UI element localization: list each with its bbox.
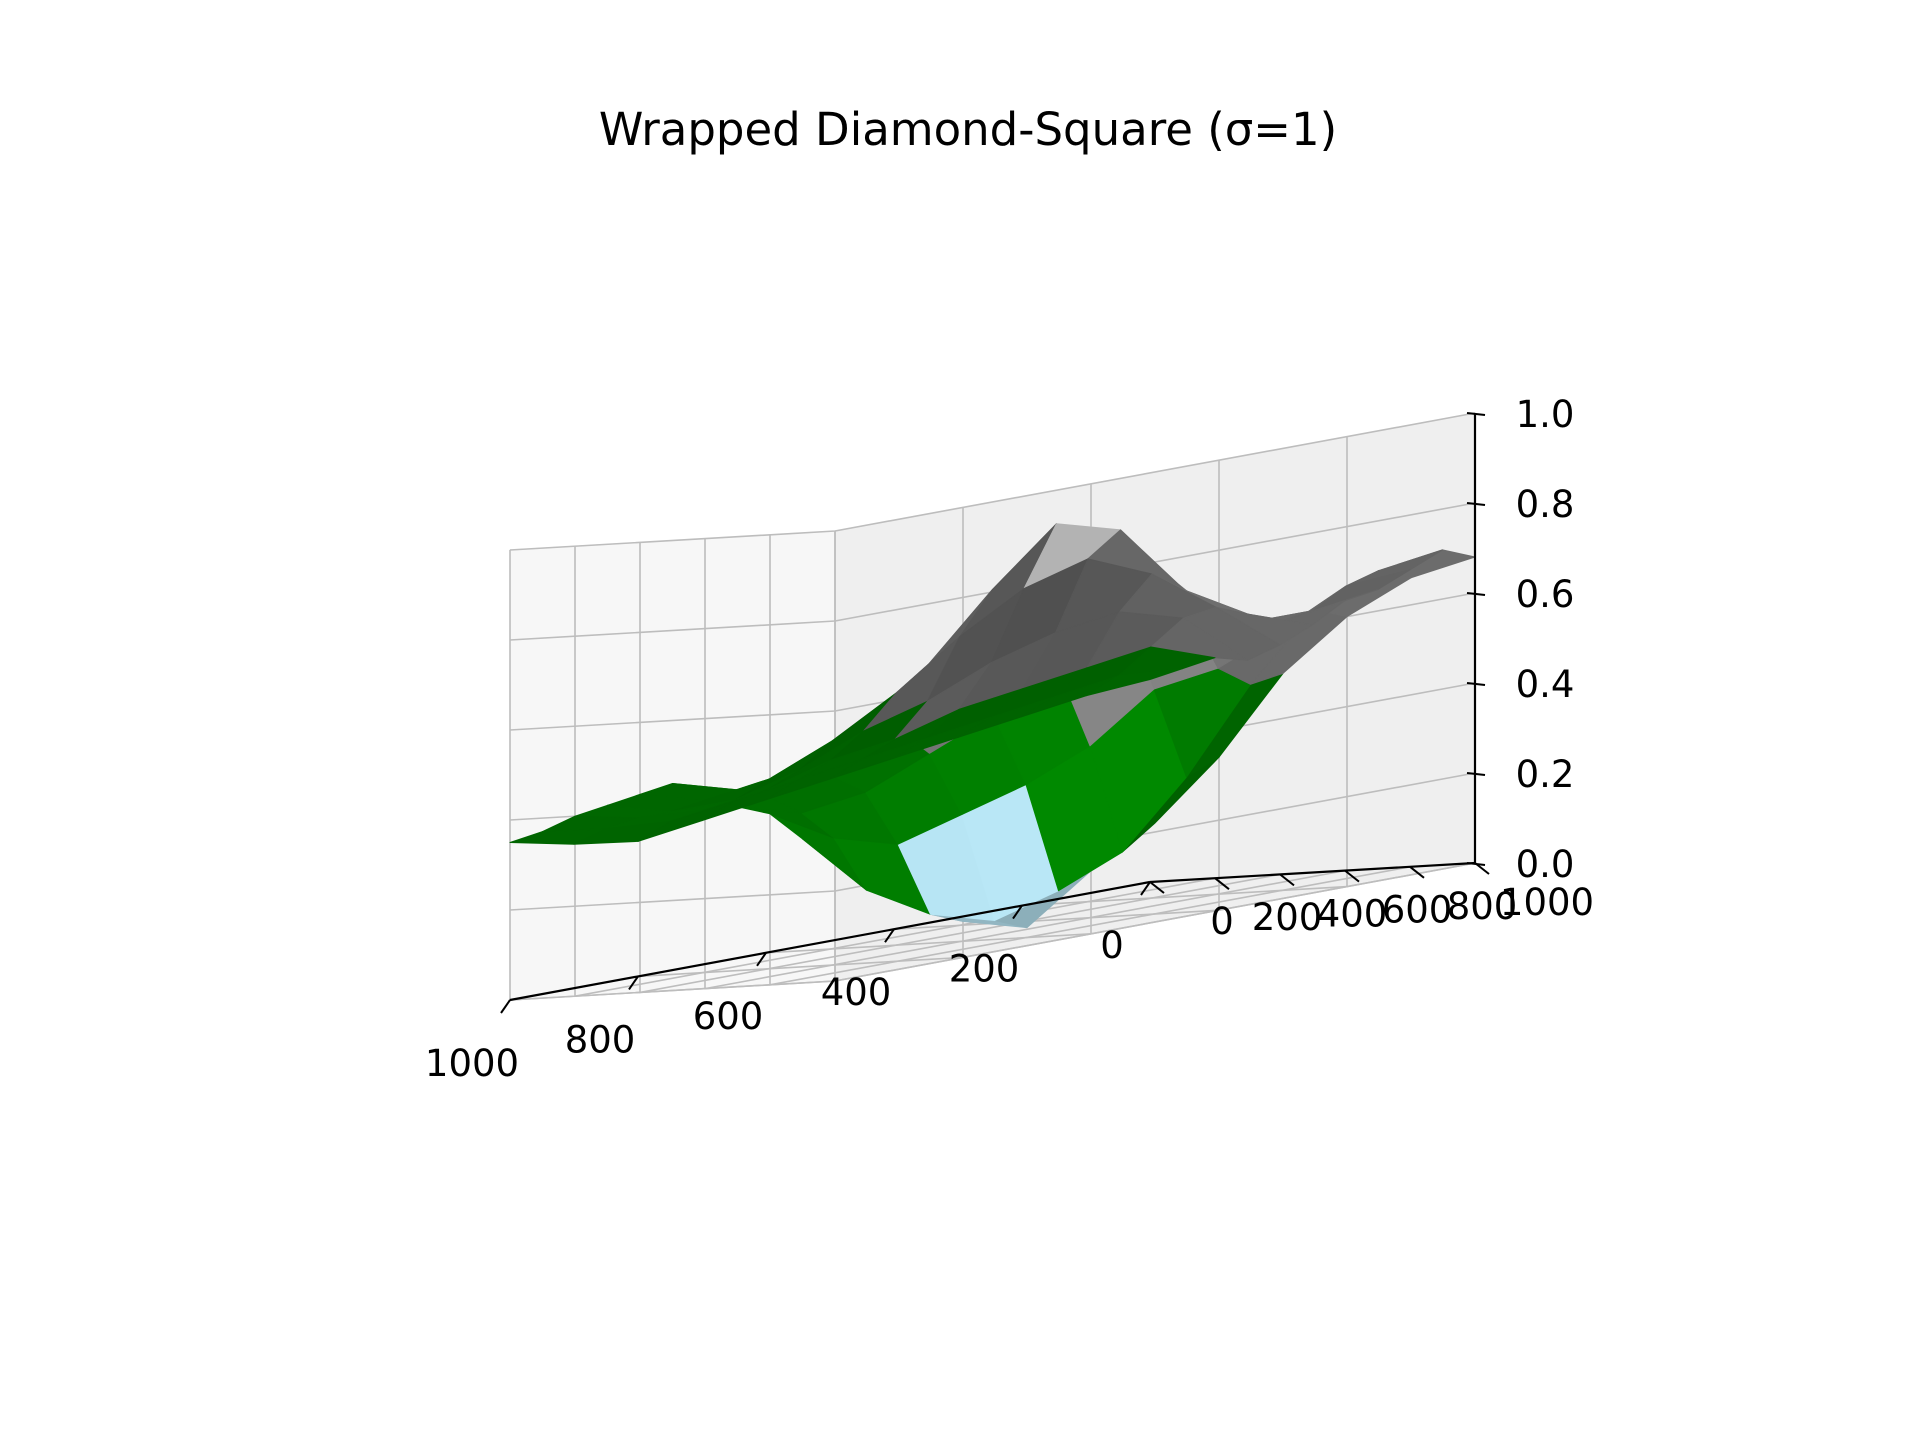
y-axis-line [1149, 861, 1476, 884]
x-tick-mark [1140, 881, 1151, 896]
y-tick-label: 600 [1382, 889, 1453, 932]
y-tick-mark [1279, 873, 1295, 887]
z-tick-mark [1466, 502, 1486, 506]
x-tick-mark [1012, 905, 1023, 920]
z-grid-line [509, 412, 1476, 551]
z-tick-mark [1466, 592, 1486, 596]
x-tick-label: 1000 [425, 1042, 519, 1085]
z-tick-label: 0.2 [1516, 753, 1575, 796]
z-tick-mark [1466, 412, 1486, 416]
chart-title: Wrapped Diamond-Square (σ=1) [599, 103, 1337, 156]
x-tick-mark [884, 928, 895, 943]
y-tick-mark [1214, 877, 1230, 890]
y-tick-mark [1149, 881, 1165, 894]
z-tick-label: 0.4 [1516, 663, 1575, 706]
z-tick-label: 0.8 [1516, 483, 1575, 526]
x-tick-mark [756, 952, 767, 967]
y-tick-label: 200 [1252, 896, 1323, 939]
z-tick-label: 0.6 [1516, 573, 1575, 616]
x-tick-label: 0 [1100, 924, 1124, 967]
y-tick-label: 1000 [1500, 881, 1594, 924]
x-axis-line [509, 880, 1151, 1002]
x-tick-label: 600 [693, 995, 764, 1038]
z-tick-label: 0.0 [1516, 843, 1575, 886]
x-tick-label: 200 [949, 948, 1020, 991]
surface-facet [1085, 668, 1183, 697]
z-tick-mark [1466, 682, 1486, 686]
z-grid-line [509, 772, 1476, 911]
z-tick-mark [1466, 772, 1486, 776]
y-tick-label: 400 [1317, 892, 1388, 935]
x-tick-mark [628, 975, 639, 990]
z-tick-label: 1.0 [1516, 393, 1575, 436]
y-tick-mark [1409, 866, 1425, 879]
z-tick-mark [1466, 862, 1486, 866]
y-tick-mark [1344, 869, 1360, 883]
terrain-surface [509, 523, 1476, 929]
z-grid-line [509, 502, 1476, 641]
y-tick-label: 800 [1447, 885, 1518, 928]
y-tick-label: 0 [1210, 900, 1234, 943]
z-grid-line [509, 862, 1476, 1001]
axis-lines [509, 413, 1477, 1002]
left-wall-pane [509, 530, 836, 1001]
x-tick-label: 800 [565, 1018, 636, 1061]
x-tick-mark [500, 999, 511, 1014]
x-tick-label: 400 [821, 971, 892, 1014]
